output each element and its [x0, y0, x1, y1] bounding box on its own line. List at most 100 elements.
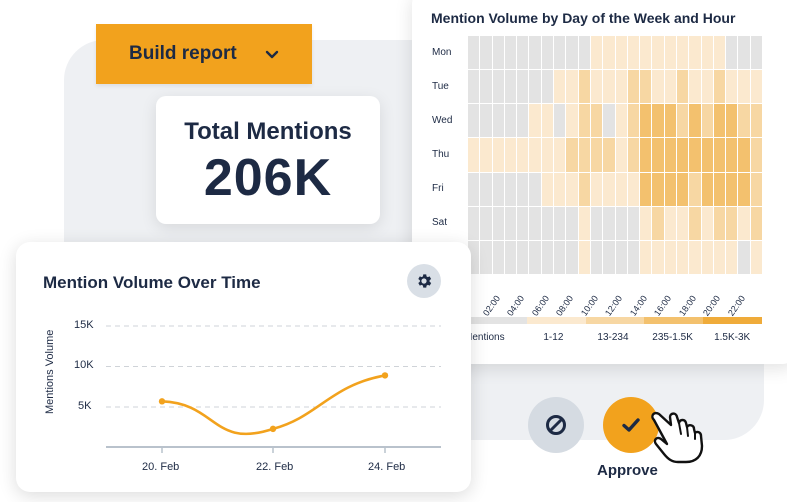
heatmap-card: Mention Volume by Day of the Week and Ho…: [412, 0, 787, 364]
heatmap-cell: [726, 36, 738, 70]
heatmap-cell: [492, 138, 504, 172]
heatmap-cell: [738, 206, 750, 240]
hour-label: 10:00: [578, 293, 600, 318]
heatmap-cell: [713, 240, 726, 274]
heatmap-cell: [590, 172, 603, 206]
heatmap-cell: [713, 172, 726, 206]
heatmap-cell: [738, 240, 750, 274]
legend-swatch: [644, 317, 704, 324]
heatmap-cell: [566, 172, 578, 206]
heatmap-cell: [492, 104, 504, 138]
heatmap-cell: [480, 138, 492, 172]
heatmap-cell: [529, 172, 541, 206]
settings-button[interactable]: [407, 264, 441, 298]
heatmap-cell: [603, 104, 615, 138]
heatmap-cell: [468, 172, 480, 206]
heatmap-cell: [640, 138, 652, 172]
heatmap-cell: [517, 172, 529, 206]
day-label: Fri: [432, 183, 444, 194]
y-tick-label: 10K: [74, 359, 94, 371]
heatmap-cell: [652, 104, 664, 138]
hour-label: 16:00: [652, 293, 674, 318]
heatmap-cell: [726, 138, 738, 172]
heatmap-cell: [689, 70, 701, 104]
data-point: [158, 398, 166, 405]
heatmap-cell: [664, 138, 676, 172]
hour-label: 20:00: [701, 293, 723, 318]
heatmap-cell: [468, 70, 480, 104]
heatmap-cell: [726, 104, 738, 138]
heatmap-cell: [726, 70, 738, 104]
heatmap-cell: [578, 36, 590, 70]
heatmap-cell: [627, 70, 640, 104]
heatmap-cell: [541, 240, 554, 274]
heatmap-cell: [689, 36, 701, 70]
heatmap-cell: [726, 240, 738, 274]
heatmap-cell: [541, 104, 554, 138]
heatmap-cell: [627, 36, 640, 70]
heatmap-cell: [750, 36, 762, 70]
build-report-button[interactable]: Build report: [96, 24, 312, 84]
heatmap-cell: [590, 138, 603, 172]
heatmap-cell: [541, 36, 554, 70]
heatmap-cell: [541, 206, 554, 240]
hand-pointer-icon: [651, 411, 704, 464]
heatmap-cell: [627, 172, 640, 206]
heatmap-cell: [640, 104, 652, 138]
heatmap-cell: [689, 172, 701, 206]
heatmap-cell: [566, 138, 578, 172]
x-tick-label: 20. Feb: [142, 461, 180, 473]
heatmap-cell: [554, 172, 566, 206]
heatmap-cell: [738, 138, 750, 172]
heatmap-cell: [701, 206, 713, 240]
heatmap-cell: [652, 206, 664, 240]
heatmap-cell: [578, 104, 590, 138]
legend-label: Mentions: [464, 332, 505, 343]
series-line: [161, 374, 386, 436]
legend-label: 13-234: [597, 332, 629, 343]
heatmap-cell: [603, 138, 615, 172]
heatmap-cell: [627, 138, 640, 172]
mention-volume-title: Mention Volume Over Time: [43, 273, 261, 292]
heatmap-cell: [529, 36, 541, 70]
heatmap-cell: [578, 240, 590, 274]
heatmap-cell: [529, 70, 541, 104]
heatmap-cell: [615, 206, 627, 240]
approve-button[interactable]: [603, 397, 659, 453]
heatmap-cell: [603, 36, 615, 70]
heatmap-cell: [468, 240, 480, 274]
heatmap-cell: [554, 206, 566, 240]
legend-label: 1-12: [543, 332, 564, 343]
heatmap-cell: [627, 206, 640, 240]
heatmap-cell: [504, 172, 517, 206]
heatmap-cell: [566, 36, 578, 70]
heatmap-cell: [590, 70, 603, 104]
heatmap-cell: [529, 240, 541, 274]
heatmap-cell: [713, 206, 726, 240]
heatmap-cell: [664, 36, 676, 70]
heatmap-cell: [726, 206, 738, 240]
y-tick-label: 5K: [78, 400, 92, 412]
legend-label: 235-1.5K: [652, 332, 693, 343]
heatmap-cell: [640, 36, 652, 70]
line-chart: [106, 325, 441, 453]
heatmap-cell: [726, 172, 738, 206]
chevron-down-icon: [265, 50, 279, 59]
heatmap-cell: [640, 70, 652, 104]
heatmap-cell: [664, 240, 676, 274]
heatmap-cell: [738, 172, 750, 206]
cancel-icon: [546, 415, 566, 435]
heatmap-cell: [750, 206, 762, 240]
heatmap-cell: [554, 70, 566, 104]
heatmap-cell: [713, 138, 726, 172]
heatmap-cell: [566, 70, 578, 104]
heatmap-cell: [468, 138, 480, 172]
check-icon: [622, 418, 640, 432]
approve-label: Approve: [597, 462, 658, 479]
heatmap-cell: [504, 138, 517, 172]
heatmap-title: Mention Volume by Day of the Week and Ho…: [431, 10, 736, 26]
heatmap-cell: [664, 104, 676, 138]
cancel-button[interactable]: [528, 397, 584, 453]
heatmap-cell: [615, 172, 627, 206]
heatmap-cell: [615, 240, 627, 274]
